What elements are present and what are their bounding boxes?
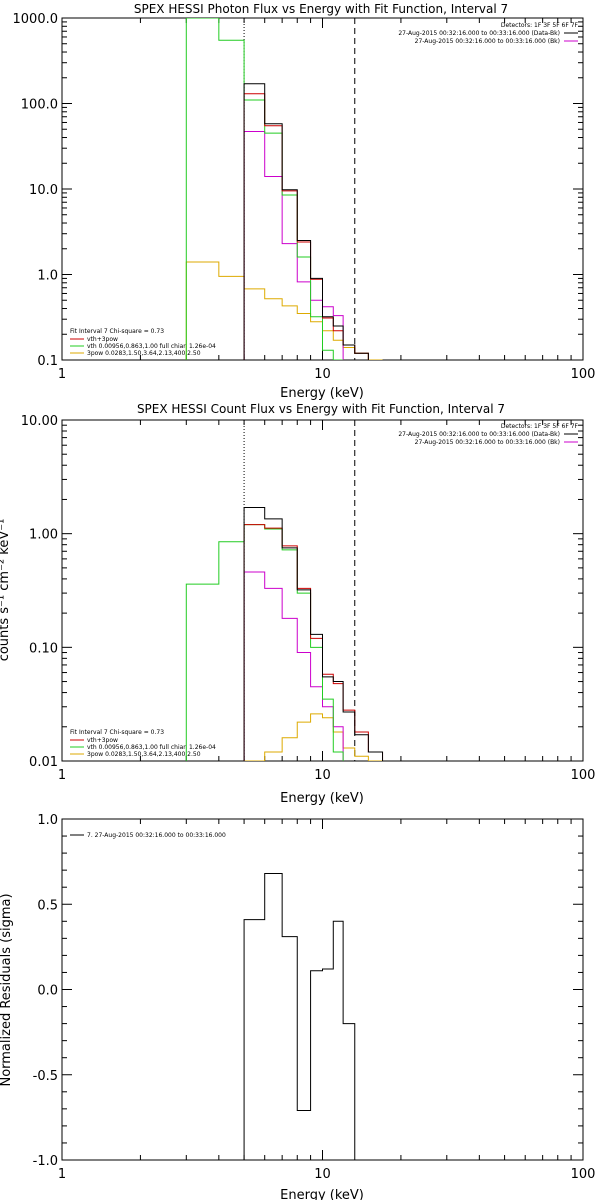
residuals-y-tick-label: 0.0: [37, 984, 58, 999]
count-flux-series-yellow: [244, 713, 383, 761]
count-flux-title: SPEX HESSI Count Flux vs Energy with Fit…: [137, 402, 505, 416]
photon-flux-legend-entry-3: 3pow 0.0283,1.50,3.64,2.13,400,2.50: [87, 350, 201, 357]
count-flux-series-magenta: [243, 571, 344, 761]
photon-flux-time-bk: 27-Aug-2015 00:32:16.000 to 00:33:16.000…: [415, 38, 560, 45]
photon-flux-panel: SPEX HESSI Photon Flux vs Energy with Fi…: [13, 2, 596, 401]
count-flux-y-tick-label: 0.10: [29, 641, 58, 656]
residuals-plot-frame: [61, 818, 584, 1161]
photon-flux-x-axis-label: Energy (keV): [280, 386, 364, 401]
count-flux-series-green: [185, 524, 344, 761]
count-flux-series-red: [243, 524, 384, 761]
count-flux-legend-heading: Fit Interval 7 Chi-square = 0.73: [70, 729, 164, 736]
count-flux-y-tick-label: 1.00: [29, 528, 58, 543]
count-flux-detectors: Detectors: 1F 3F 5F 6F 7F: [501, 423, 579, 430]
photon-flux-series-green: [185, 18, 344, 360]
photon-flux-y-tick-label: 1.0: [37, 269, 58, 284]
photon-flux-detectors: Detectors: 1F 3F 5F 6F 7F: [501, 22, 579, 29]
residuals-x-axis-label: Energy (keV): [280, 1188, 364, 1200]
count-flux-y-tick-label: 10.00: [21, 414, 58, 429]
residuals-x-tick-label: 100: [571, 1167, 596, 1182]
photon-flux-legend-entry-2: vth 0.00956,0.863,1.00 full chian 1.26e-…: [87, 343, 216, 350]
photon-flux-series-red: [243, 93, 369, 360]
photon-flux-y-tick-label: 1000.0: [13, 12, 59, 27]
count-flux-panel: SPEX HESSI Count Flux vs Energy with Fit…: [0, 402, 595, 806]
photon-flux-title: SPEX HESSI Photon Flux vs Energy with Fi…: [134, 2, 508, 16]
residuals-legend-entry: 7. 27-Aug-2015 00:32:16.000 to 00:33:16.…: [87, 832, 226, 839]
residuals-panel: 7. 27-Aug-2015 00:32:16.000 to 00:33:16.…: [0, 813, 595, 1200]
residuals-series-black: [243, 873, 356, 1160]
photon-flux-x-tick-label: 1: [58, 367, 66, 382]
residuals-x-tick-label: 10: [314, 1167, 331, 1182]
photon-flux-y-tick-label: 0.1: [37, 354, 58, 369]
photon-flux-legend-heading: Fit Interval 7 Chi-square = 0.73: [70, 328, 164, 335]
residuals-y-tick-label: 0.5: [37, 898, 58, 913]
count-flux-x-tick-label: 10: [314, 768, 331, 783]
residuals-y-tick-label: -1.0: [33, 1154, 58, 1169]
count-flux-plot-frame: [61, 419, 584, 762]
photon-flux-series-magenta: [243, 131, 344, 360]
photon-flux-y-tick-label: 100.0: [21, 98, 58, 113]
count-flux-time-bk: 27-Aug-2015 00:32:16.000 to 00:33:16.000…: [415, 439, 560, 446]
photon-flux-legend-entry-1: vth+3pow: [87, 336, 118, 343]
residuals-x-tick-label: 1: [58, 1167, 66, 1182]
residuals-y-tick-label: 1.0: [37, 813, 58, 828]
photon-flux-x-tick-label: 10: [314, 367, 331, 382]
count-flux-y-axis-label: counts s⁻¹ cm⁻² keV⁻¹: [0, 519, 12, 662]
count-flux-y-tick-label: 0.01: [29, 755, 58, 770]
count-flux-x-tick-label: 1: [58, 768, 66, 783]
count-flux-series-black: [243, 506, 384, 761]
photon-flux-y-tick-label: 10.0: [29, 183, 58, 198]
residuals-y-tick-label: -0.5: [33, 1069, 58, 1084]
count-flux-legend-entry-1: vth+3pow: [87, 737, 118, 744]
photon-flux-x-tick-label: 100: [571, 367, 596, 382]
count-flux-x-tick-label: 100: [571, 768, 596, 783]
count-flux-legend-entry-2: vth 0.00956,0.863,1.00 full chian 1.26e-…: [87, 744, 216, 751]
photon-flux-series-black: [243, 83, 369, 360]
count-flux-time-data-bk: 27-Aug-2015 00:32:16.000 to 00:33:16.000…: [398, 431, 560, 438]
count-flux-x-axis-label: Energy (keV): [280, 791, 364, 806]
count-flux-legend-entry-3: 3pow 0.0283,1.50,3.64,2.13,400,2.50: [87, 751, 201, 758]
residuals-y-axis-label: Normalized Residuals (sigma): [0, 893, 14, 1086]
photon-flux-time-data-bk: 27-Aug-2015 00:32:16.000 to 00:33:16.000…: [398, 30, 560, 37]
